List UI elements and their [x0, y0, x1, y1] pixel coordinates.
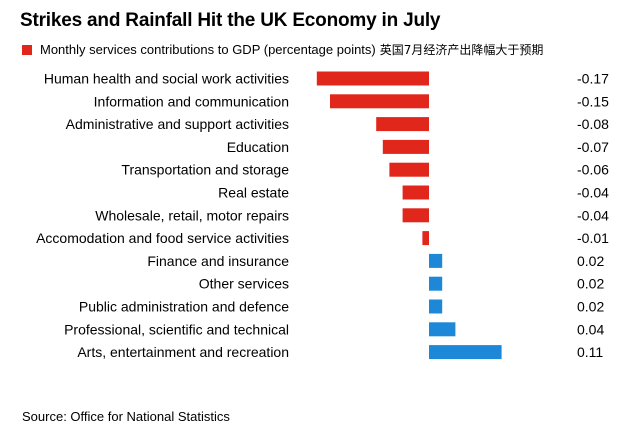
bar: [429, 253, 443, 268]
bar: [429, 276, 443, 291]
value-label: -0.04: [577, 207, 609, 223]
value-label: -0.17: [577, 71, 609, 87]
bar: [330, 94, 429, 109]
value-label: 0.04: [577, 321, 604, 337]
value-label: -0.04: [577, 185, 609, 201]
value-label: 0.02: [577, 299, 604, 315]
source-note: Source: Office for National Statistics: [22, 409, 230, 424]
bar: [429, 299, 443, 314]
category-label: Arts, entertainment and recreation: [77, 344, 289, 360]
value-label: -0.15: [577, 93, 609, 109]
value-label: -0.08: [577, 116, 609, 132]
category-label: Other services: [199, 276, 289, 292]
bar: [382, 139, 429, 154]
legend-swatch: [22, 44, 32, 55]
category-label: Accomodation and food service activities: [36, 230, 289, 246]
bar: [402, 185, 429, 200]
bar: [429, 345, 502, 360]
category-label: Professional, scientific and technical: [64, 321, 289, 337]
category-label: Public administration and defence: [79, 299, 289, 315]
value-label: 0.02: [577, 276, 604, 292]
legend-subtitle-chinese: 英国7月经济产出降幅大于预期: [379, 43, 544, 57]
bar: [376, 117, 429, 132]
category-label: Wholesale, retail, motor repairs: [95, 207, 289, 223]
category-label: Finance and insurance: [147, 253, 289, 269]
category-label: Administrative and support activities: [66, 116, 289, 132]
category-label: Transportation and storage: [121, 162, 289, 178]
bar: [389, 162, 429, 177]
legend: Monthly services contributions to GDP (p…: [22, 41, 543, 58]
value-label: -0.07: [577, 139, 609, 155]
bar: [429, 322, 456, 337]
category-label: Human health and social work activities: [44, 71, 289, 87]
category-label: Real estate: [218, 185, 289, 201]
bar: [422, 231, 429, 246]
bar: [316, 71, 429, 86]
value-label: -0.01: [577, 230, 609, 246]
category-label: Information and communication: [94, 93, 289, 109]
chart-title: Strikes and Rainfall Hit the UK Economy …: [20, 10, 441, 31]
bar: [402, 208, 429, 223]
value-label: 0.11: [577, 344, 603, 360]
legend-label: Monthly services contributions to GDP (p…: [40, 42, 376, 57]
value-label: 0.02: [577, 253, 604, 269]
category-label: Education: [227, 139, 289, 155]
value-label: -0.06: [577, 162, 609, 178]
